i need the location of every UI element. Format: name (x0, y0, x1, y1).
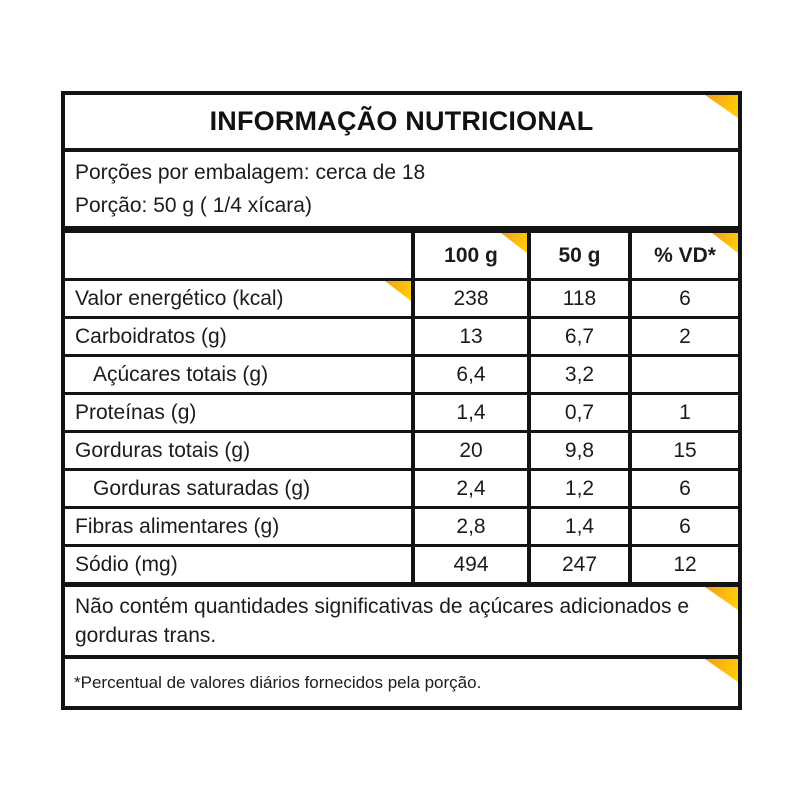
table-row-fibras-alimentares: Fibras alimentares (g) 2,8 1,4 6 (65, 506, 738, 544)
value-100g: 6,4 (411, 357, 527, 392)
value-100g: 20 (411, 433, 527, 468)
nutrient-label: Carboidratos (g) (75, 324, 227, 348)
value-100g: 13 (411, 319, 527, 354)
value-vd: 15 (628, 433, 738, 468)
corner-fold-icon (385, 281, 411, 301)
header-percent-vd-label: % VD* (654, 243, 716, 267)
value-vd: 1 (628, 395, 738, 430)
value-vd: 6 (628, 509, 738, 544)
corner-fold-icon (501, 233, 527, 253)
table-row-gorduras-totais: Gorduras totais (g) 20 9,8 15 (65, 430, 738, 468)
value-100g: 1,4 (411, 395, 527, 430)
table-row-valor-energetico: Valor energético (kcal) 238 118 6 (65, 278, 738, 316)
nutrient-label-text: Valor energético (kcal) (75, 286, 284, 310)
serving-info-section: Porções por embalagem: cerca de 18 Porçã… (65, 152, 738, 233)
table-row-sodio: Sódio (mg) 494 247 12 (65, 544, 738, 582)
no-significant-amounts-text: Não contém quantidades significativas de… (75, 595, 690, 647)
nutrient-label: Gorduras saturadas (g) (93, 476, 311, 500)
value-50g: 1,4 (527, 509, 628, 544)
header-empty-cell (65, 233, 411, 278)
value-50g: 247 (527, 547, 628, 582)
header-50g-label: 50 g (558, 243, 601, 267)
value-vd: 6 (628, 281, 738, 316)
corner-fold-icon (705, 587, 738, 610)
corner-fold-icon (705, 95, 738, 118)
value-50g: 1,2 (527, 471, 628, 506)
value-100g: 2,8 (411, 509, 527, 544)
value-100g: 494 (411, 547, 527, 582)
value-50g: 118 (527, 281, 628, 316)
label-title-row: INFORMAÇÃO NUTRICIONAL (65, 95, 738, 152)
no-significant-amounts-note: Não contém quantidades significativas de… (65, 582, 738, 655)
value-50g: 3,2 (527, 357, 628, 392)
nutrient-label: Açúcares totais (g) (93, 362, 269, 386)
value-vd (628, 357, 738, 392)
value-100g: 238 (411, 281, 527, 316)
nutrient-label: Proteínas (g) (75, 400, 197, 424)
corner-fold-icon (705, 659, 738, 682)
daily-value-footnote: *Percentual de valores diários fornecido… (65, 655, 738, 706)
table-row-gorduras-saturadas: Gorduras saturadas (g) 2,4 1,2 6 (65, 468, 738, 506)
table-row-acucares-totais: Açúcares totais (g) 6,4 3,2 (65, 354, 738, 392)
header-100g: 100 g (411, 233, 527, 278)
value-50g: 9,8 (527, 433, 628, 468)
nutrient-label: Fibras alimentares (g) (75, 514, 280, 538)
table-row-carboidratos: Carboidratos (g) 13 6,7 2 (65, 316, 738, 354)
value-vd: 2 (628, 319, 738, 354)
header-percent-vd: % VD* (628, 233, 738, 278)
table-row-proteinas: Proteínas (g) 1,4 0,7 1 (65, 392, 738, 430)
label-title: INFORMAÇÃO NUTRICIONAL (209, 106, 594, 136)
header-100g-label: 100 g (444, 243, 498, 267)
table-header-row: 100 g 50 g % VD* (65, 233, 738, 278)
value-vd: 6 (628, 471, 738, 506)
servings-per-package: Porções por embalagem: cerca de 18 (75, 161, 426, 184)
value-vd: 12 (628, 547, 738, 582)
nutrient-label: Sódio (mg) (75, 552, 178, 576)
value-50g: 0,7 (527, 395, 628, 430)
nutrient-label: Valor energético (kcal) (65, 281, 411, 316)
serving-size: Porção: 50 g ( 1/4 xícara) (75, 194, 312, 217)
header-50g: 50 g (527, 233, 628, 278)
value-100g: 2,4 (411, 471, 527, 506)
value-50g: 6,7 (527, 319, 628, 354)
nutrient-label: Gorduras totais (g) (75, 438, 251, 462)
nutrition-facts-label: INFORMAÇÃO NUTRICIONAL Porções por embal… (61, 91, 742, 710)
daily-value-footnote-text: *Percentual de valores diários fornecido… (74, 672, 482, 692)
